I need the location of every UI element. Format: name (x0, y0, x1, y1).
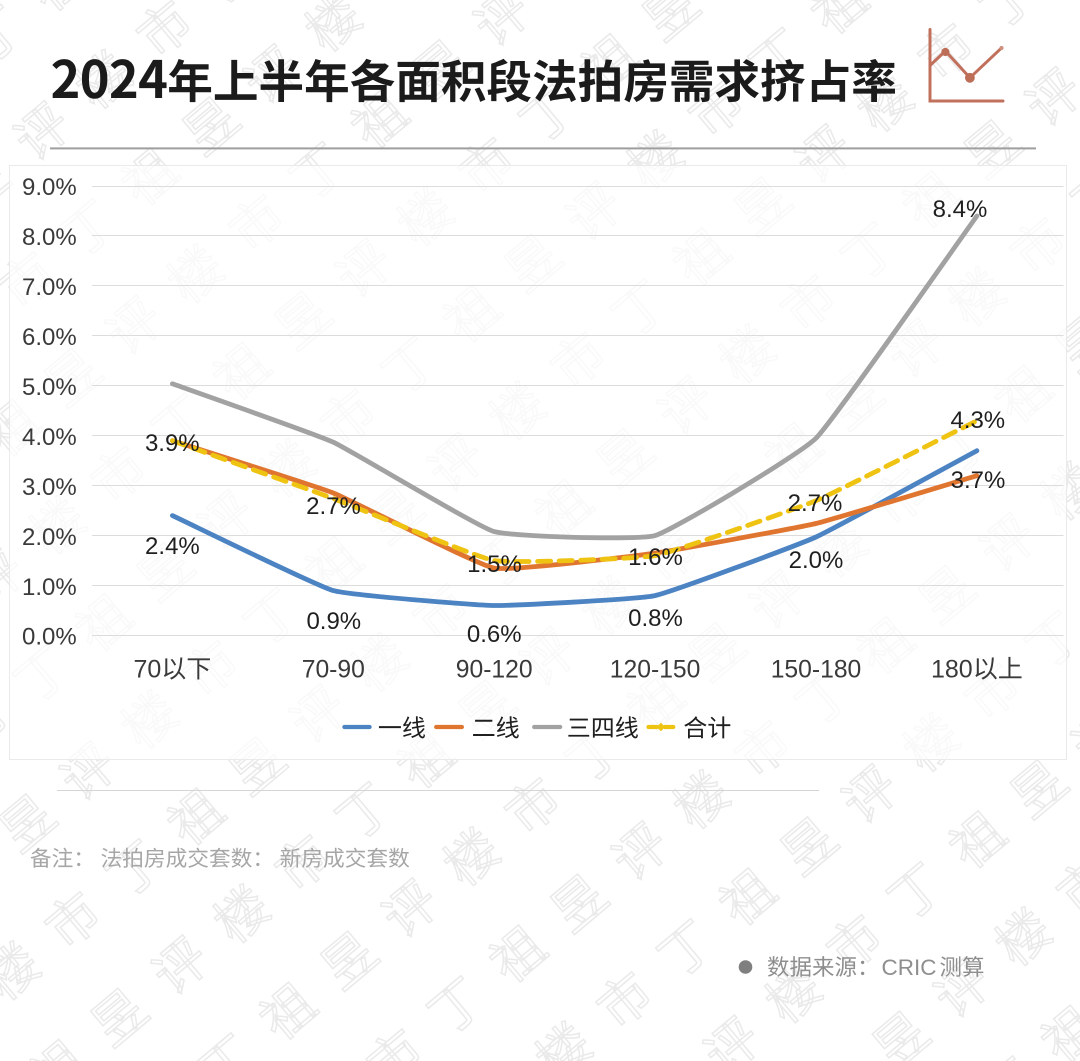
svg-text:1.0%: 1.0% (22, 574, 77, 601)
svg-text:6.0%: 6.0% (22, 324, 77, 351)
svg-text:90-120: 90-120 (456, 657, 533, 684)
svg-text:0.9%: 0.9% (306, 608, 361, 635)
svg-text:9.0%: 9.0% (22, 174, 77, 201)
svg-text:70-90: 70-90 (302, 657, 365, 684)
svg-text:0.8%: 0.8% (628, 605, 683, 632)
svg-text:8.4%: 8.4% (933, 196, 988, 223)
svg-text:70: 70 (134, 656, 162, 684)
svg-text:2.7%: 2.7% (306, 493, 361, 520)
svg-text:180: 180 (931, 656, 973, 684)
svg-text:7.0%: 7.0% (22, 274, 77, 301)
svg-text:2.0%: 2.0% (22, 524, 77, 551)
svg-text:120-150: 120-150 (610, 657, 701, 684)
svg-text:4.3%: 4.3% (950, 407, 1005, 434)
svg-text:3.9%: 3.9% (145, 430, 200, 457)
svg-text:8.0%: 8.0% (22, 224, 77, 251)
svg-text:0.0%: 0.0% (22, 624, 77, 651)
svg-text:1.6%: 1.6% (628, 544, 683, 571)
svg-text:150-180: 150-180 (771, 657, 862, 684)
svg-text:2.0%: 2.0% (789, 547, 844, 574)
svg-text:3.0%: 3.0% (22, 474, 77, 501)
svg-text:4.0%: 4.0% (22, 424, 77, 451)
svg-text:2.4%: 2.4% (145, 533, 200, 560)
svg-text:3.7%: 3.7% (951, 467, 1006, 494)
svg-text:1.5%: 1.5% (467, 551, 522, 578)
svg-text:2.7%: 2.7% (788, 490, 843, 517)
svg-text:5.0%: 5.0% (22, 374, 77, 401)
svg-text:0.6%: 0.6% (467, 621, 522, 648)
svg-text:CRIC: CRIC (882, 955, 937, 980)
